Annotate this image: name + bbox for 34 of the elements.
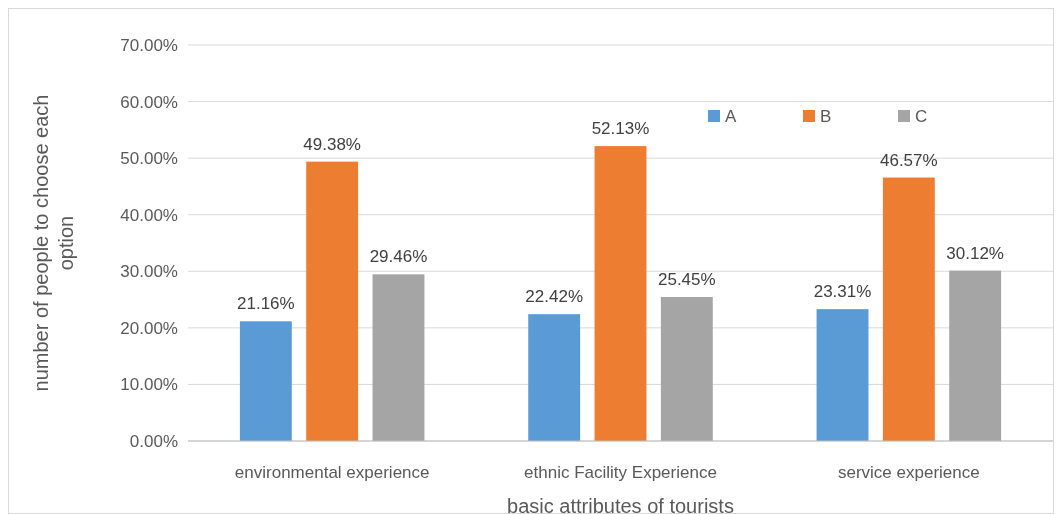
text: 23.31% <box>813 282 872 302</box>
text: 25.45% <box>657 270 716 290</box>
bar <box>528 314 581 441</box>
text: 49.38% <box>303 134 361 154</box>
legend-label: C <box>915 106 928 126</box>
x-tick-label: service experience <box>837 463 980 482</box>
y-tick-label: 70.00% <box>120 35 178 55</box>
bar <box>949 270 1002 441</box>
x-tick-label: ethnic Facility Experience <box>524 463 717 482</box>
y-tick-label: 20.00% <box>120 318 178 338</box>
x-axis-title: basic attributes of tourists <box>507 495 734 514</box>
bar <box>594 146 647 441</box>
bar <box>372 274 425 441</box>
bar <box>660 297 713 441</box>
text: 30.12% <box>946 243 1004 263</box>
text: 21.16% <box>237 294 295 314</box>
y-tick-label: 50.00% <box>120 149 178 169</box>
legend-label: B <box>820 106 832 126</box>
bar <box>816 309 869 441</box>
text: 29.46% <box>369 247 428 267</box>
legend-label: A <box>725 106 737 126</box>
text: 52.13% <box>591 119 650 139</box>
bar <box>239 321 292 441</box>
bar <box>306 161 359 441</box>
x-tick-label: environmental experience <box>234 463 430 482</box>
bar <box>882 177 935 441</box>
y-tick-label: 40.00% <box>120 205 178 225</box>
y-tick-label: 60.00% <box>120 92 178 112</box>
text: 22.42% <box>525 287 584 307</box>
y-tick-label: 30.00% <box>120 262 178 282</box>
y-tick-label: 0.00% <box>129 431 178 451</box>
y-tick-label: 10.00% <box>120 375 178 395</box>
text: 46.57% <box>880 150 938 170</box>
y-axis-title: number of people to choose each option <box>30 94 77 392</box>
